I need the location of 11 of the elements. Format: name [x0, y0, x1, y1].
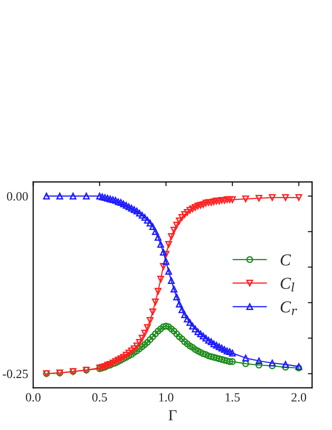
legend-label: C [280, 254, 292, 266]
x-tick-label: 1.0 [159, 393, 174, 402]
y-tick-label: -0.25 [2, 370, 28, 378]
x-tick-label: 0.5 [92, 393, 107, 402]
legend-label: C$_{l}$ [280, 278, 294, 292]
x-tick-label: 0.0 [26, 393, 41, 402]
x-tick-label: 1.5 [226, 393, 240, 402]
y-tick-label: 0.00 [6, 192, 28, 201]
x-tick-label: 2.0 [292, 393, 306, 402]
legend-label: C$_{r}$ [280, 301, 298, 315]
x-axis-title: Γ [168, 410, 177, 420]
